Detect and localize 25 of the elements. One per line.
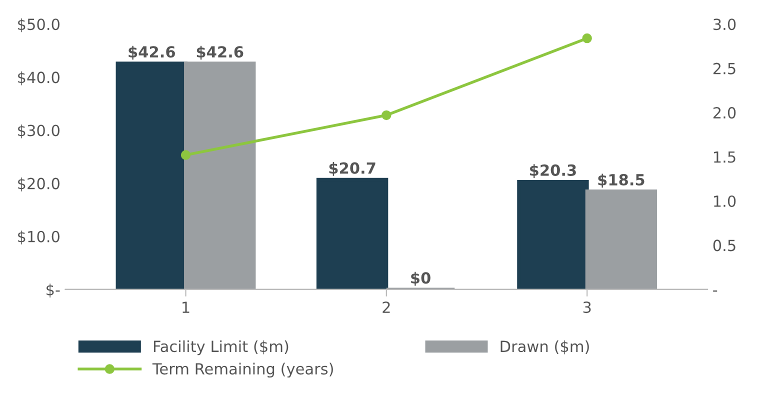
x-tick-label: 2 — [382, 302, 390, 313]
y2-tick-label: 0.5 — [713, 240, 736, 252]
data-label: $20.7 — [329, 162, 376, 176]
y-tick-label: $50.0 — [18, 18, 60, 32]
y2-tick-label: - — [713, 290, 718, 292]
y2-tick-label: 2.0 — [713, 107, 736, 119]
data-label: $18.5 — [598, 174, 644, 188]
data-label: $20.3 — [530, 164, 576, 178]
y-tick-label: $10.0 — [18, 230, 60, 244]
y2-tick-label: 1.0 — [714, 195, 736, 208]
x-tick-label: 3 — [583, 302, 591, 314]
legend-label: Facility Limit ($m) — [154, 340, 288, 356]
y2-tick-label: 2.5 — [713, 62, 736, 74]
y2-tick-label: 3.0 — [714, 18, 736, 30]
y-tick-label: $20.0 — [18, 178, 60, 192]
y-tick-label: $30.0 — [18, 124, 60, 138]
data-label: $42.6 — [128, 46, 175, 60]
y-tick-label: $- — [46, 284, 60, 298]
x-tick-label: 1 — [182, 302, 190, 313]
legend-label: Term Remaining (years) — [152, 362, 333, 378]
legend-label: Drawn ($m) — [500, 340, 589, 354]
data-label: $0 — [411, 272, 430, 286]
y2-tick-label: 1.5 — [714, 151, 736, 163]
data-label: $42.6 — [196, 46, 244, 60]
y-tick-label: $40.0 — [18, 71, 60, 86]
